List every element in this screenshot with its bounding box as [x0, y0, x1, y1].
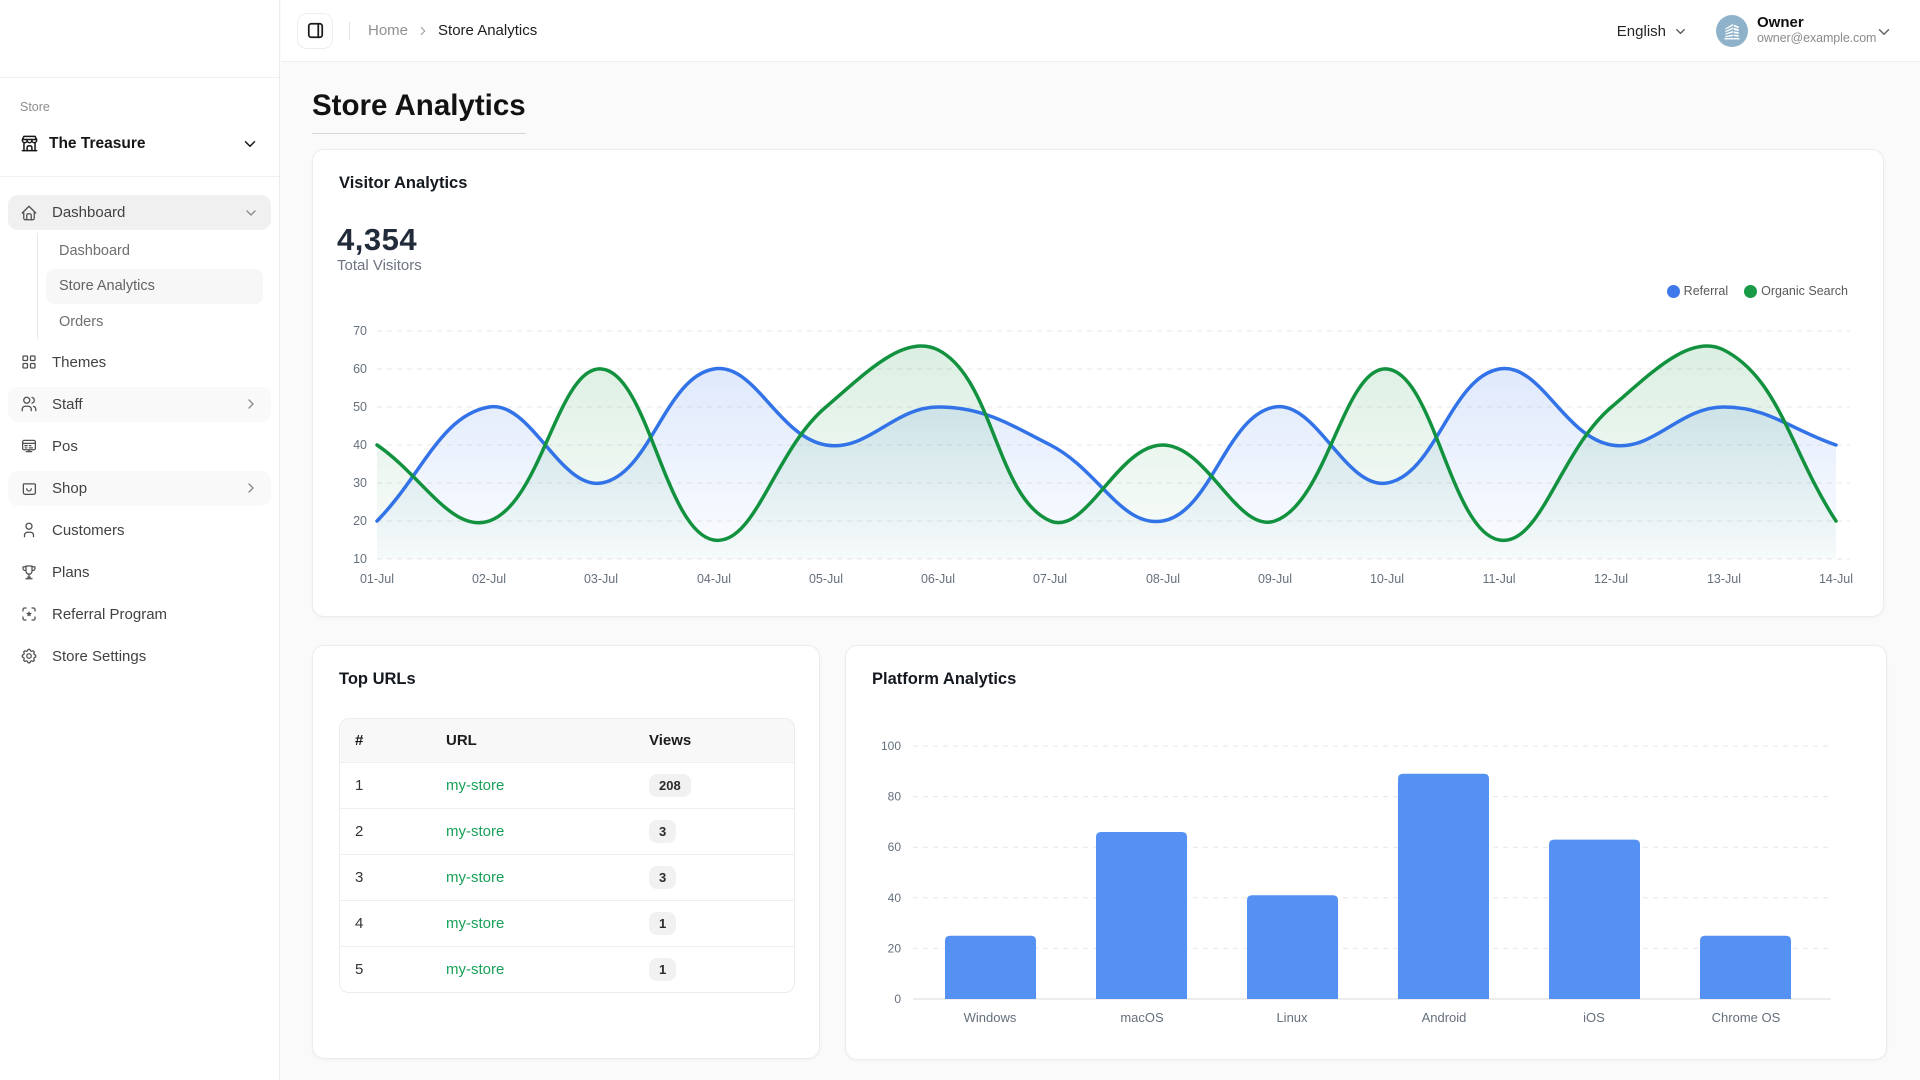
svg-text:09-Jul: 09-Jul: [1258, 572, 1292, 586]
svg-text:60: 60: [888, 840, 902, 854]
svg-text:04-Jul: 04-Jul: [697, 572, 731, 586]
svg-text:40: 40: [888, 891, 902, 905]
svg-text:30: 30: [353, 476, 367, 490]
svg-text:50: 50: [353, 400, 367, 414]
svg-text:10: 10: [353, 552, 367, 566]
svg-text:60: 60: [353, 362, 367, 376]
svg-text:Linux: Linux: [1276, 1010, 1308, 1025]
svg-text:06-Jul: 06-Jul: [921, 572, 955, 586]
svg-text:iOS: iOS: [1583, 1010, 1605, 1025]
svg-text:01-Jul: 01-Jul: [360, 572, 394, 586]
svg-text:03-Jul: 03-Jul: [584, 572, 618, 586]
svg-text:Chrome OS: Chrome OS: [1712, 1010, 1781, 1025]
svg-text:70: 70: [353, 324, 367, 338]
svg-text:02-Jul: 02-Jul: [472, 572, 506, 586]
svg-text:11-Jul: 11-Jul: [1482, 572, 1515, 586]
svg-text:05-Jul: 05-Jul: [809, 572, 843, 586]
svg-text:07-Jul: 07-Jul: [1033, 572, 1067, 586]
svg-text:12-Jul: 12-Jul: [1594, 572, 1628, 586]
svg-text:40: 40: [353, 438, 367, 452]
svg-text:13-Jul: 13-Jul: [1707, 572, 1741, 586]
svg-text:Android: Android: [1422, 1010, 1467, 1025]
svg-text:macOS: macOS: [1120, 1010, 1164, 1025]
svg-text:80: 80: [888, 790, 902, 804]
svg-text:08-Jul: 08-Jul: [1146, 572, 1180, 586]
svg-text:0: 0: [894, 992, 901, 1006]
svg-text:14-Jul: 14-Jul: [1819, 572, 1853, 586]
svg-text:Windows: Windows: [964, 1010, 1017, 1025]
svg-text:20: 20: [353, 514, 367, 528]
svg-text:100: 100: [881, 739, 901, 753]
svg-text:10-Jul: 10-Jul: [1370, 572, 1404, 586]
svg-text:20: 20: [888, 941, 902, 955]
